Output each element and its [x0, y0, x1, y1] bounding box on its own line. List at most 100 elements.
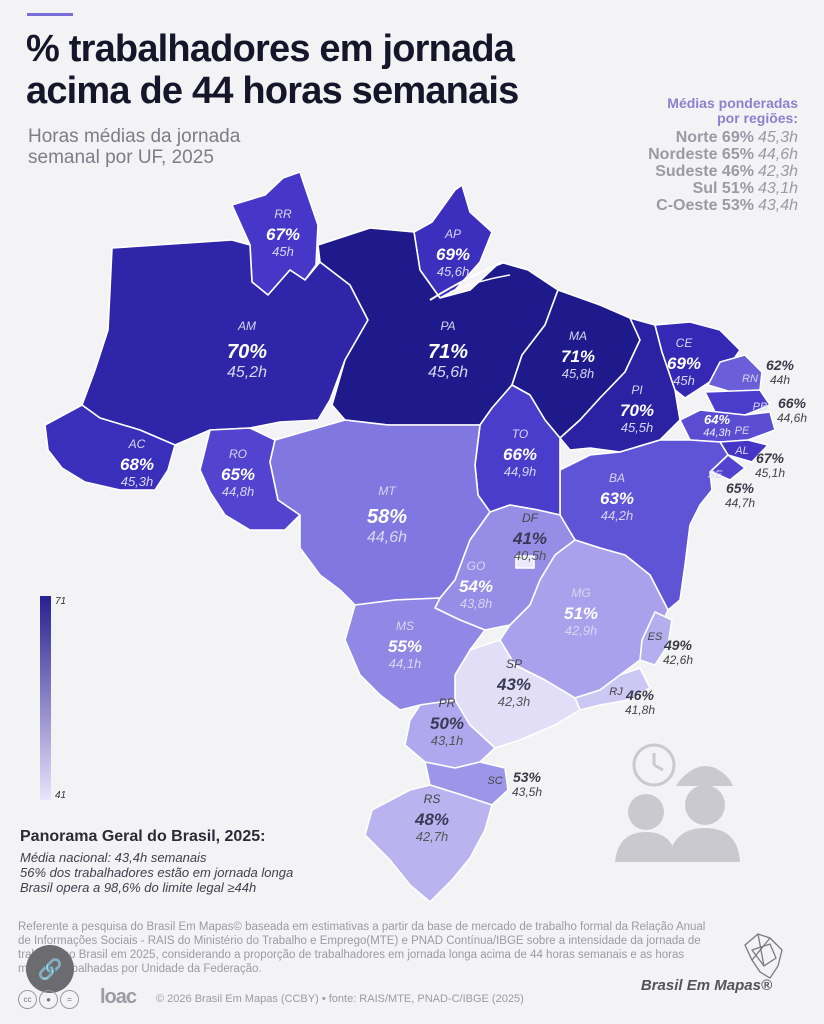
state-hours-MT: 44,6h [367, 529, 407, 546]
state-pct-TO: 66% [503, 445, 537, 464]
subtitle-line-1: Horas médias da jornada [28, 126, 241, 147]
region-row: Norte 69% 45,3h [648, 129, 798, 146]
state-hours-PI: 45,5h [621, 420, 654, 435]
state-hours-SE: 44,7h [725, 496, 755, 510]
state-pct-PI: 70% [620, 401, 654, 420]
region-hours: 42,3h [757, 163, 798, 180]
regions-heading-2: por regiões: [717, 110, 798, 126]
state-pct-PB: 66% [778, 395, 807, 411]
state-hours-RJ: 41,8h [625, 703, 655, 717]
state-pct-SE: 65% [726, 480, 755, 496]
state-RO [199, 427, 301, 531]
state-label-MA: MA [569, 329, 587, 343]
state-hours-AP: 45,6h [437, 264, 470, 279]
state-pct-AP: 69% [436, 245, 470, 264]
region-pct: 69% [721, 129, 754, 146]
share-link-button[interactable]: 🔗 [26, 945, 74, 993]
region-hours: 43,4h [757, 197, 798, 214]
state-hours-PB: 44,6h [777, 411, 807, 425]
attribution-icon: ● [39, 990, 58, 1009]
state-hours-PR: 43,1h [431, 733, 464, 748]
copyright-text: © 2026 Brasil Em Mapas (CCBY) • fonte: R… [156, 993, 524, 1005]
state-hours-MG: 42,9h [565, 623, 598, 638]
state-label-RR: RR [274, 207, 292, 221]
title-line-2: acima de 44 horas semanais [26, 70, 519, 112]
state-pct-RJ: 46% [625, 687, 655, 703]
page-subtitle: Horas médias da jornada semanal por UF, … [28, 126, 288, 168]
state-hours-ES: 42,6h [663, 653, 693, 667]
state-pct-AC: 68% [120, 455, 154, 474]
state-pct-MA: 71% [561, 347, 595, 366]
river-line [429, 261, 506, 301]
state-label-SE: SE [708, 469, 723, 481]
state-label-CE: CE [676, 336, 694, 350]
state-label-GO: GO [467, 559, 486, 573]
region-pct: 46% [721, 163, 754, 180]
state-hours-SP: 42,3h [498, 694, 531, 709]
state-label-TO: TO [512, 427, 528, 441]
state-RJ [574, 667, 651, 711]
state-pct-AL: 67% [756, 450, 785, 466]
state-hours-CE: 45h [673, 373, 695, 388]
state-hours-DF: 40,5h [514, 548, 547, 563]
share-alike-icon: = [60, 990, 79, 1009]
state-PB [704, 389, 771, 416]
state-hours-BA: 44,2h [601, 508, 634, 523]
state-AM [81, 239, 369, 446]
overview-line: Brasil opera a 98,6% do limite legal ≥44… [20, 880, 257, 895]
region-pct: 51% [721, 180, 754, 197]
state-label-PB: PB [753, 401, 768, 413]
state-pct-ES: 49% [663, 637, 693, 653]
state-hours-RO: 44,8h [222, 484, 255, 499]
title-line-1: % trabalhadores em jornada [26, 28, 515, 70]
state-pct-PE: 64% [704, 412, 730, 427]
state-label-RN: RN [742, 373, 758, 385]
region-row: Sul 51% 43,1h [648, 180, 798, 197]
state-label-PI: PI [631, 383, 643, 397]
state-RS [364, 784, 493, 903]
state-hours-SC: 43,5h [512, 785, 542, 799]
state-hours-PE: 44,3h [703, 427, 731, 439]
workers-illustration-icon [615, 743, 740, 862]
state-pct-MT: 58% [367, 506, 407, 528]
state-pct-SP: 43% [496, 675, 531, 694]
region-hours: 43,1h [757, 180, 798, 197]
state-pct-CE: 69% [667, 354, 701, 373]
legend-min-label: 41 [55, 790, 67, 801]
region-row: C-Oeste 53% 43,4h [648, 197, 798, 214]
state-label-MT: MT [378, 484, 397, 498]
regions-heading-1: Médias ponderadas [667, 95, 798, 111]
state-hours-PA: 45,6h [428, 364, 468, 381]
state-label-SP: SP [506, 657, 522, 671]
state-hours-TO: 44,9h [504, 464, 537, 479]
state-MS [344, 597, 486, 711]
state-hours-MS: 44,1h [389, 656, 422, 671]
state-label-PE: PE [735, 425, 750, 437]
subtitle-line-2: semanal por UF, 2025 [28, 147, 214, 168]
state-pct-GO: 54% [459, 577, 493, 596]
state-hours-AC: 45,3h [121, 474, 154, 489]
state-pct-MG: 51% [564, 604, 598, 623]
source-footnote: Referente a pesquisa do Brasil Em Mapas©… [18, 921, 706, 975]
region-name: Sul [692, 180, 718, 197]
state-label-AP: AP [444, 227, 461, 241]
state-DF [515, 555, 535, 569]
legend-gradient-bar [40, 596, 51, 800]
region-row: Sudeste 46% 42,3h [648, 163, 798, 180]
loac-logo: loac [100, 986, 137, 1008]
state-label-AC: AC [128, 437, 146, 451]
brasil-em-mapas-logo-icon [744, 933, 783, 979]
state-label-RJ: RJ [609, 686, 623, 698]
region-pct: 65% [721, 146, 754, 163]
creative-commons-icons: cc ● = [18, 990, 79, 1009]
state-hours-AM: 45,2h [227, 364, 267, 381]
state-ES [639, 611, 673, 666]
link-icon: 🔗 [37, 958, 63, 981]
state-label-PR: PR [439, 696, 456, 710]
state-pct-DF: 41% [512, 529, 547, 548]
state-label-PA: PA [440, 319, 455, 333]
region-name: C-Oeste [656, 197, 718, 214]
state-pct-RN: 62% [766, 357, 795, 373]
state-label-MS: MS [396, 619, 414, 633]
